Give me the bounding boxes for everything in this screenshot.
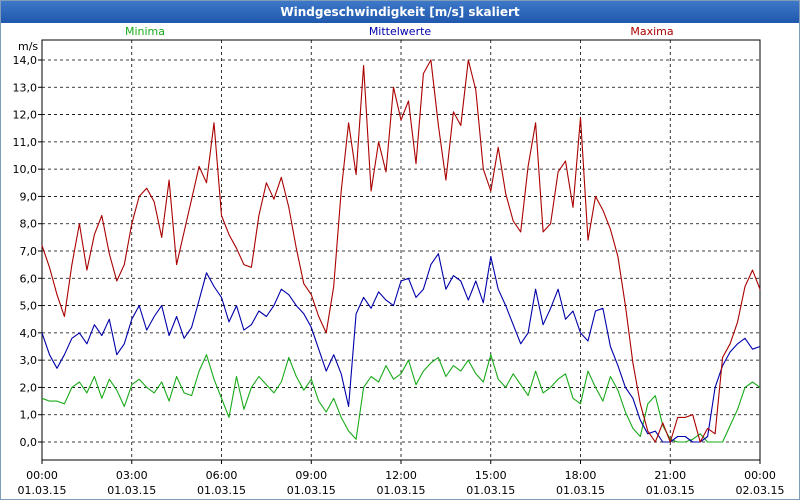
x-tick-date: 01.03.15	[646, 484, 695, 497]
y-tick-label: 6,0	[20, 272, 38, 285]
window-title: Windgeschwindigkeit [m/s] skaliert	[1, 1, 799, 23]
x-tick-date: 01.03.15	[466, 484, 515, 497]
series-line-maxima	[41, 59, 761, 443]
series-lines	[41, 59, 761, 443]
y-tick-label: 13,0	[13, 81, 38, 94]
legend-maxima: Maxima	[630, 25, 673, 38]
y-tick-label: 9,0	[20, 190, 38, 203]
x-tick-time: 18:00	[565, 469, 597, 482]
y-tick-label: 0,0	[20, 436, 38, 449]
y-tick-label: 3,0	[20, 354, 38, 367]
x-tick-date: 01.03.15	[197, 484, 246, 497]
y-tick-label: 14,0	[13, 54, 38, 67]
x-tick-date: 01.03.15	[287, 484, 336, 497]
y-tick-label: 10,0	[13, 163, 38, 176]
series-line-mittelwerte	[41, 253, 761, 443]
y-tick-label: 12,0	[13, 109, 38, 122]
legend-mittelwerte: Mittelwerte	[369, 25, 432, 38]
series-line-minima	[41, 354, 761, 443]
legend-minima: Minima	[125, 25, 165, 38]
x-tick-date: 01.03.15	[107, 484, 156, 497]
x-tick-time: 00:00	[26, 469, 58, 482]
axes: 0,0 1,0 2,0 3,0 4,0 5,0 6,0 7,0 8,0 9,0 10,0 11,0 12…	[13, 39, 785, 497]
x-tick-time: 15:00	[475, 469, 507, 482]
x-tick-date: 01.03.15	[377, 484, 426, 497]
x-tick-time: 12:00	[385, 469, 417, 482]
x-tick-date: 02.03.15	[736, 484, 785, 497]
x-tick-time: 21:00	[654, 469, 686, 482]
y-axis-label: m/s	[18, 40, 38, 53]
x-tick-time: 06:00	[206, 469, 238, 482]
x-tick-time: 03:00	[116, 469, 148, 482]
y-tick-label: 1,0	[20, 409, 38, 422]
x-tick-date: 01.03.15	[18, 484, 67, 497]
y-tick-label: 2,0	[20, 381, 38, 394]
x-tick-time: 00:00	[744, 469, 776, 482]
grid	[42, 40, 760, 460]
x-tick-time: 09:00	[295, 469, 327, 482]
y-tick-label: 8,0	[20, 218, 38, 231]
y-tick-label: 7,0	[20, 245, 38, 258]
y-tick-label: 4,0	[20, 327, 38, 340]
y-tick-label: 5,0	[20, 300, 38, 313]
legend: Minima Mittelwerte Maxima	[125, 25, 674, 38]
x-tick-date: 01.03.15	[556, 484, 605, 497]
y-tick-label: 11,0	[13, 136, 38, 149]
